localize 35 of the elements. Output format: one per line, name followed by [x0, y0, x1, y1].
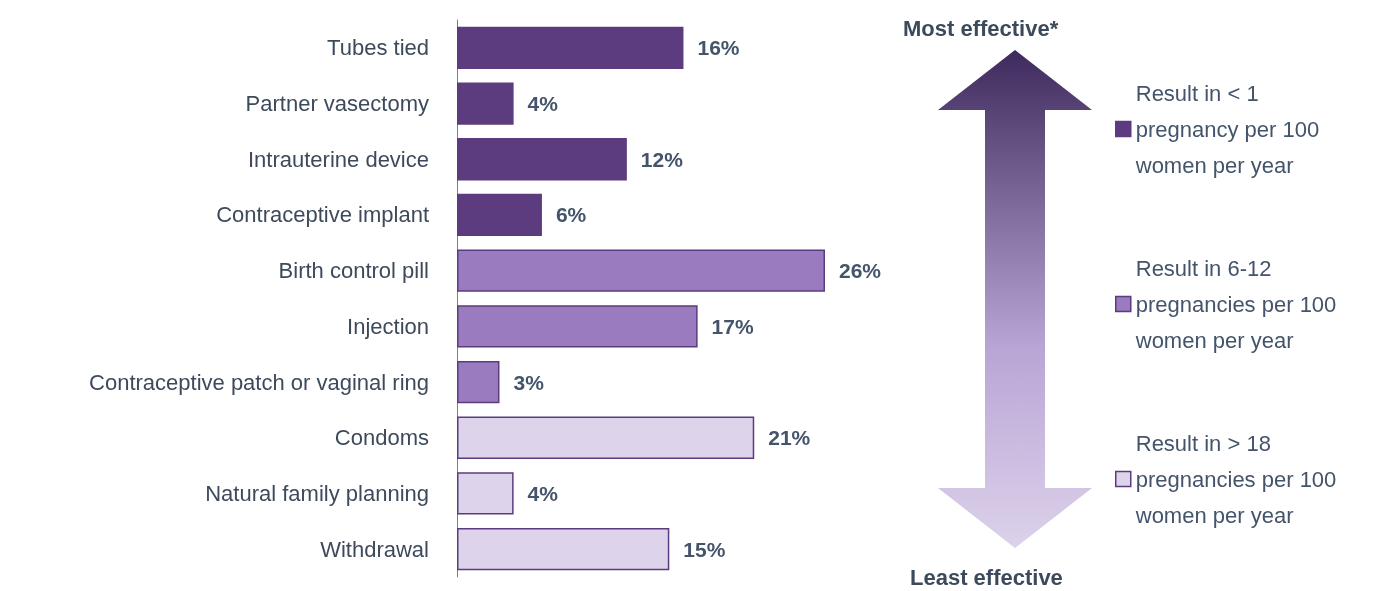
bar	[457, 360, 500, 404]
data-label: 17%	[711, 314, 754, 338]
bar	[457, 138, 627, 181]
data-label: 4%	[527, 92, 559, 116]
data-label: 16%	[697, 36, 740, 60]
y-tick-label: Contraceptive implant	[216, 202, 429, 228]
y-tick-label: Partner vasectomy	[245, 91, 429, 117]
y-tick-label: Condoms	[334, 425, 429, 451]
y-tick-label: Intrauterine device	[248, 146, 429, 172]
data-label: 4%	[527, 481, 559, 505]
legend-label: Result in > 18 pregnancies per 100 women per year	[1134, 430, 1343, 528]
y-tick-label: Birth control pill	[278, 258, 429, 284]
y-tick-label: Injection	[347, 313, 429, 339]
bar	[457, 305, 698, 348]
bar	[457, 472, 514, 515]
bar	[457, 82, 514, 125]
legend-label: Result in < 1 pregnancy per 100 women per year	[1134, 80, 1326, 178]
text: Most effective*	[903, 15, 1059, 41]
data-label: 3%	[513, 370, 545, 394]
bar	[457, 249, 825, 292]
bar	[457, 416, 755, 459]
legend-label: Result in 6-12 pregnancies per 100 women per year	[1134, 255, 1343, 353]
bar	[457, 527, 670, 571]
y-tick-label: Contraceptive patch or vaginal ring	[89, 369, 429, 395]
data-label: 15%	[683, 537, 726, 561]
data-label: 21%	[768, 426, 811, 450]
text: Least effective	[910, 564, 1063, 590]
y-tick-label: Natural family planning	[205, 480, 429, 506]
data-label: 12%	[640, 147, 684, 171]
data-label: 26%	[839, 259, 882, 283]
y-tick-label: Tubes tied	[327, 35, 429, 61]
y-tick-label: Withdrawal	[320, 536, 429, 562]
bar	[457, 193, 542, 237]
bar	[457, 26, 684, 70]
data-label: 6%	[555, 203, 587, 227]
